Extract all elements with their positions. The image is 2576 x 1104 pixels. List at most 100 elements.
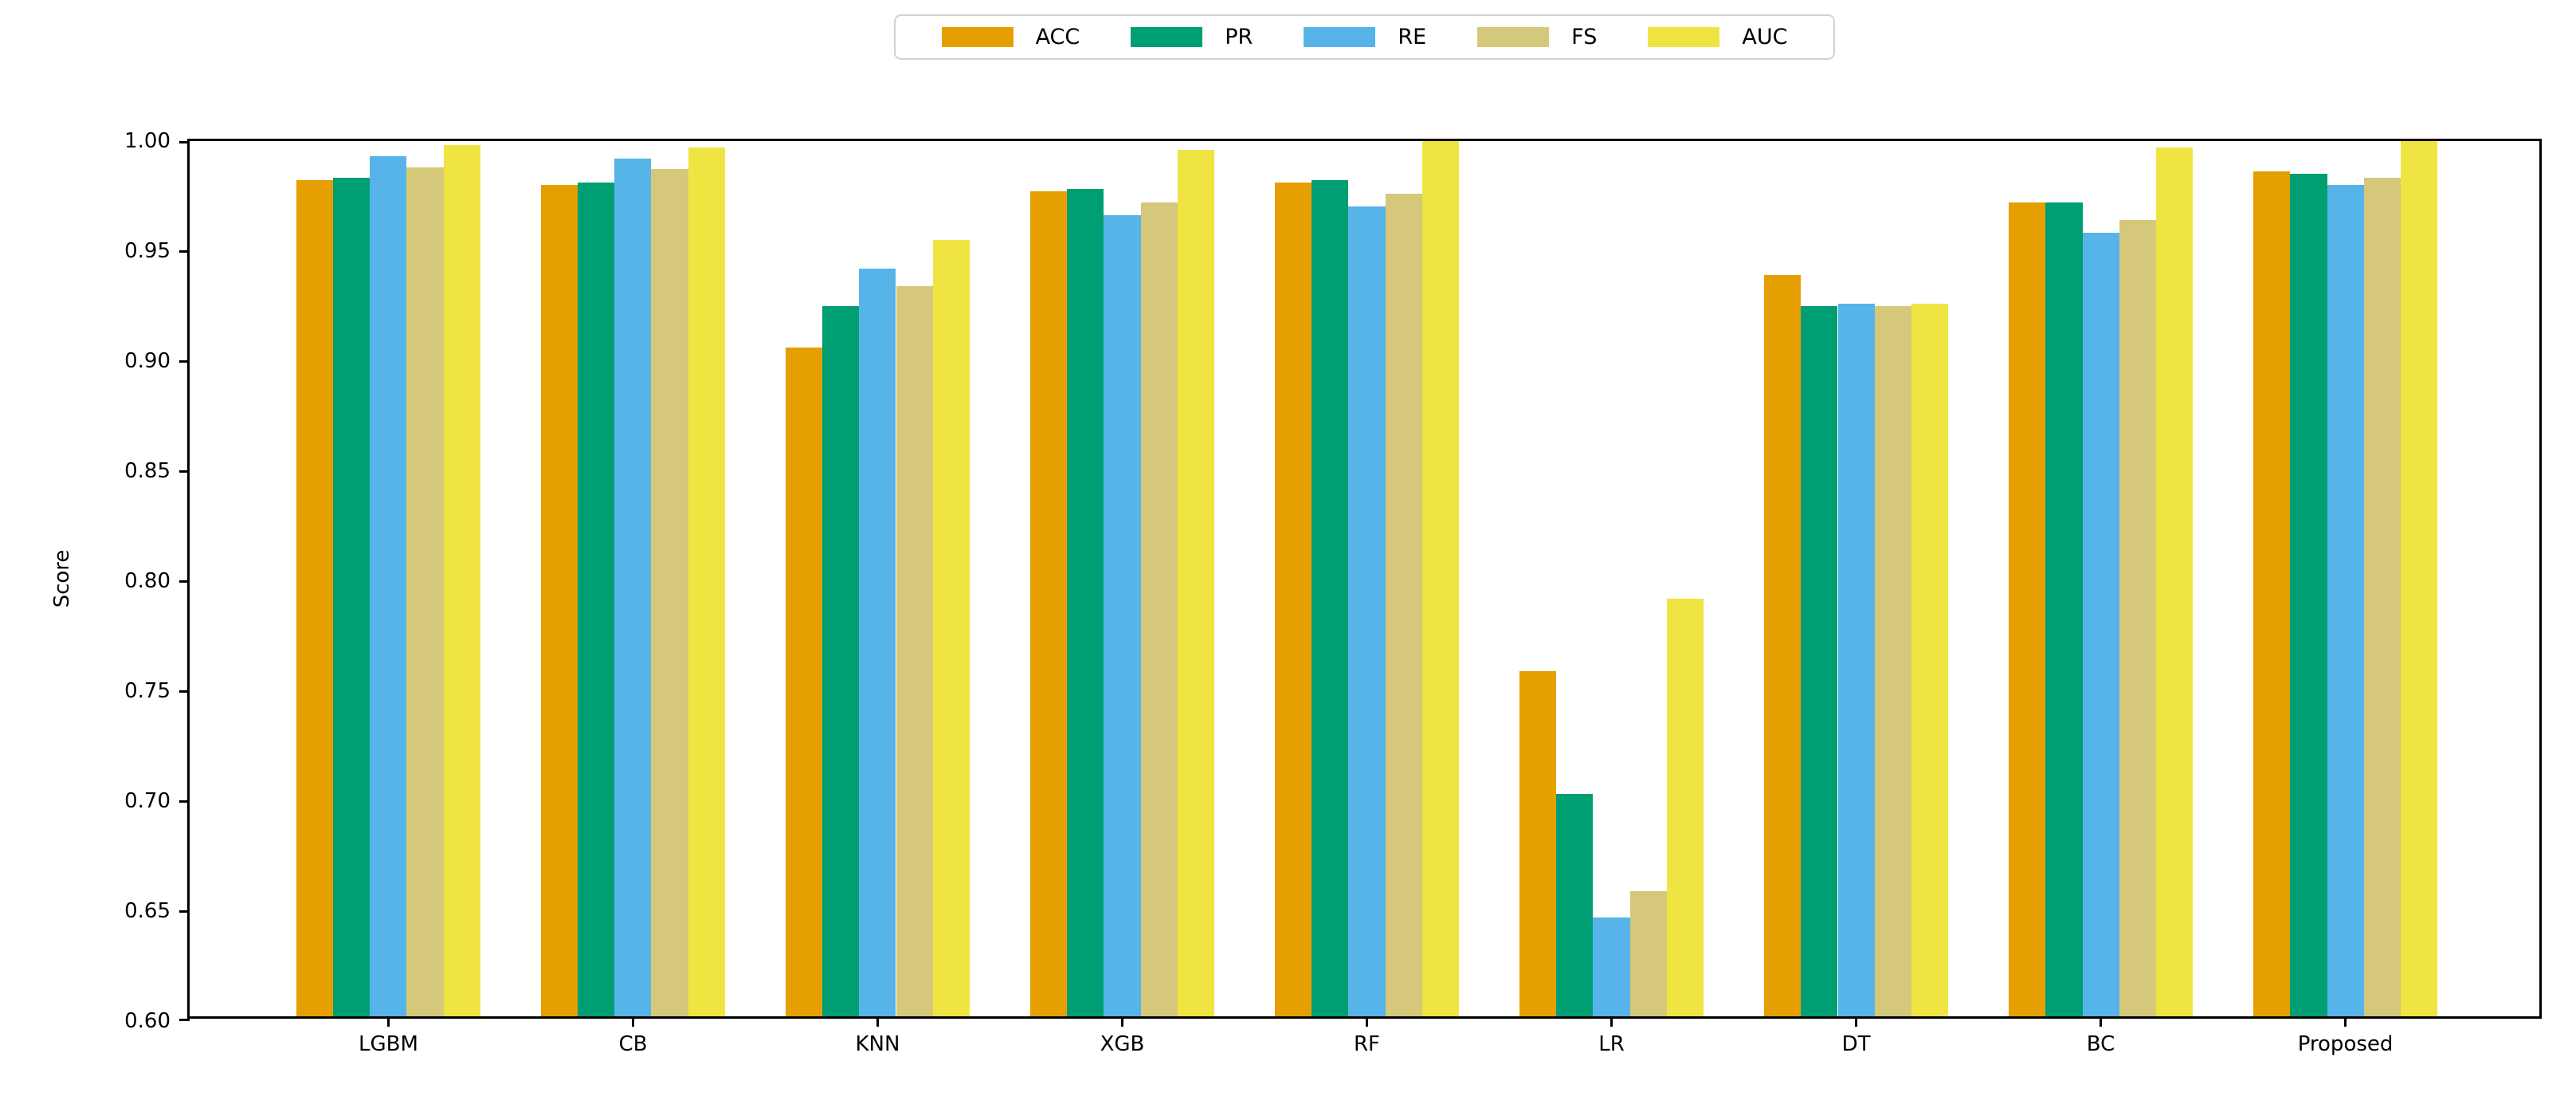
legend-label-ACC: ACC <box>1035 25 1080 49</box>
legend-swatch-AUC <box>1648 27 1720 47</box>
y-tick-mark <box>179 141 190 143</box>
bar-XGB-ACC <box>1030 191 1068 1016</box>
bar-Proposed-AUC <box>2400 140 2437 1016</box>
legend-item-PR: PR <box>1131 26 1253 48</box>
bar-CB-PR <box>578 182 615 1016</box>
bar-LR-PR <box>1556 794 1594 1016</box>
x-tick-mark <box>1855 1016 1858 1027</box>
bar-Proposed-PR <box>2290 173 2327 1016</box>
bar-LR-AUC <box>1666 598 1704 1016</box>
y-tick-label: 0.95 <box>124 239 171 263</box>
legend-item-AUC: AUC <box>1648 26 1787 48</box>
y-tick-mark <box>179 359 190 363</box>
bar-DT-FS <box>1874 305 1911 1016</box>
y-axis-title: Score <box>50 549 74 608</box>
x-tick-label-CB: CB <box>618 1032 648 1056</box>
bar-BC-RE <box>2082 233 2119 1016</box>
legend-swatch-RE <box>1304 27 1376 47</box>
bar-DT-AUC <box>1911 303 1948 1016</box>
bar-LGBM-RE <box>370 155 407 1016</box>
legend-item-RE: RE <box>1304 26 1426 48</box>
x-tick-mark <box>1366 1016 1368 1027</box>
y-tick-mark <box>179 800 190 803</box>
y-tick-mark <box>179 580 190 583</box>
y-tick-label: 0.85 <box>124 459 171 483</box>
bar-KNN-RE <box>859 268 896 1016</box>
legend-item-ACC: ACC <box>941 25 1080 49</box>
bar-RF-AUC <box>1421 140 1459 1016</box>
x-tick-label-Proposed: Proposed <box>2297 1032 2394 1056</box>
bar-BC-PR <box>2045 202 2083 1016</box>
x-tick-mark <box>1120 1016 1123 1027</box>
x-tick-label-KNN: KNN <box>855 1032 900 1056</box>
bar-CB-RE <box>614 158 652 1016</box>
bar-DT-ACC <box>1764 274 1802 1016</box>
bar-KNN-PR <box>822 305 860 1016</box>
bar-BC-AUC <box>2155 147 2193 1016</box>
bar-LR-RE <box>1593 917 1630 1016</box>
y-tick-label: 0.80 <box>124 569 171 593</box>
legend-swatch-ACC <box>941 27 1014 47</box>
bar-Proposed-RE <box>2327 184 2364 1016</box>
bar-RF-PR <box>1312 180 1349 1016</box>
y-tick-mark <box>179 1019 190 1021</box>
bar-BC-FS <box>2119 219 2156 1016</box>
y-tick-mark <box>179 249 190 253</box>
bar-RF-ACC <box>1275 182 1312 1016</box>
x-tick-mark <box>2344 1016 2347 1027</box>
bar-XGB-AUC <box>1177 149 1214 1016</box>
legend-box: ACC PR RE FS AUC <box>893 14 1836 60</box>
y-tick-mark <box>179 690 190 693</box>
bar-DT-RE <box>1837 303 1875 1016</box>
x-tick-label-DT: DT <box>1841 1032 1871 1056</box>
bar-BC-ACC <box>2009 202 2046 1016</box>
bar-LGBM-PR <box>333 178 371 1016</box>
x-tick-label-LR: LR <box>1598 1032 1625 1056</box>
bar-LR-FS <box>1629 890 1667 1016</box>
bar-KNN-AUC <box>932 239 970 1016</box>
y-tick-label: 0.90 <box>124 349 171 373</box>
bar-LGBM-FS <box>406 167 444 1016</box>
legend-label-RE: RE <box>1398 25 1427 49</box>
y-tick-label: 1.00 <box>124 129 171 153</box>
x-tick-mark <box>631 1016 634 1027</box>
bar-CB-ACC <box>541 184 578 1016</box>
bar-Proposed-ACC <box>2253 171 2291 1016</box>
bar-KNN-FS <box>896 285 933 1016</box>
bar-CB-AUC <box>688 147 725 1016</box>
bar-XGB-FS <box>1140 202 1178 1016</box>
y-tick-label: 0.70 <box>124 789 171 813</box>
legend-swatch-FS <box>1477 27 1550 47</box>
legend-swatch-PR <box>1131 27 1203 47</box>
legend-label-AUC: AUC <box>1742 25 1788 49</box>
legend-item-FS: FS <box>1477 26 1597 48</box>
bar-XGB-PR <box>1067 189 1104 1016</box>
legend: ACC PR RE FS AUC <box>187 14 2542 60</box>
x-tick-label-XGB: XGB <box>1100 1032 1145 1056</box>
x-tick-label-BC: BC <box>2086 1032 2115 1056</box>
x-tick-mark <box>876 1016 879 1027</box>
y-tick-mark <box>179 910 190 913</box>
bar-DT-PR <box>1801 305 1838 1016</box>
x-tick-mark <box>1610 1016 1613 1027</box>
plot-area: 1.00 0.95 0.90 0.85 0.80 0.75 0.70 0.65 0.60 LGBM… <box>124 131 2542 1055</box>
y-tick-label: 0.75 <box>124 679 171 703</box>
x-tick-mark <box>386 1016 390 1027</box>
bar-XGB-RE <box>1104 215 1141 1016</box>
x-tick-mark <box>2100 1016 2103 1027</box>
bar-LGBM-ACC <box>296 180 334 1016</box>
legend-label-FS: FS <box>1571 25 1598 49</box>
bar-CB-FS <box>651 169 688 1016</box>
bar-LR-ACC <box>1519 670 1557 1016</box>
y-tick-mark <box>179 469 190 473</box>
y-tick-label: 0.60 <box>124 1009 171 1033</box>
x-tick-label-LGBM: LGBM <box>358 1032 418 1056</box>
bar-KNN-ACC <box>786 347 823 1016</box>
bar-Proposed-FS <box>2363 178 2401 1016</box>
bar-RF-RE <box>1348 206 1386 1016</box>
legend-label-PR: PR <box>1225 25 1253 49</box>
x-tick-label-RF: RF <box>1353 1032 1381 1056</box>
bar-LGBM-AUC <box>443 145 480 1016</box>
y-tick-label: 0.65 <box>124 899 171 923</box>
